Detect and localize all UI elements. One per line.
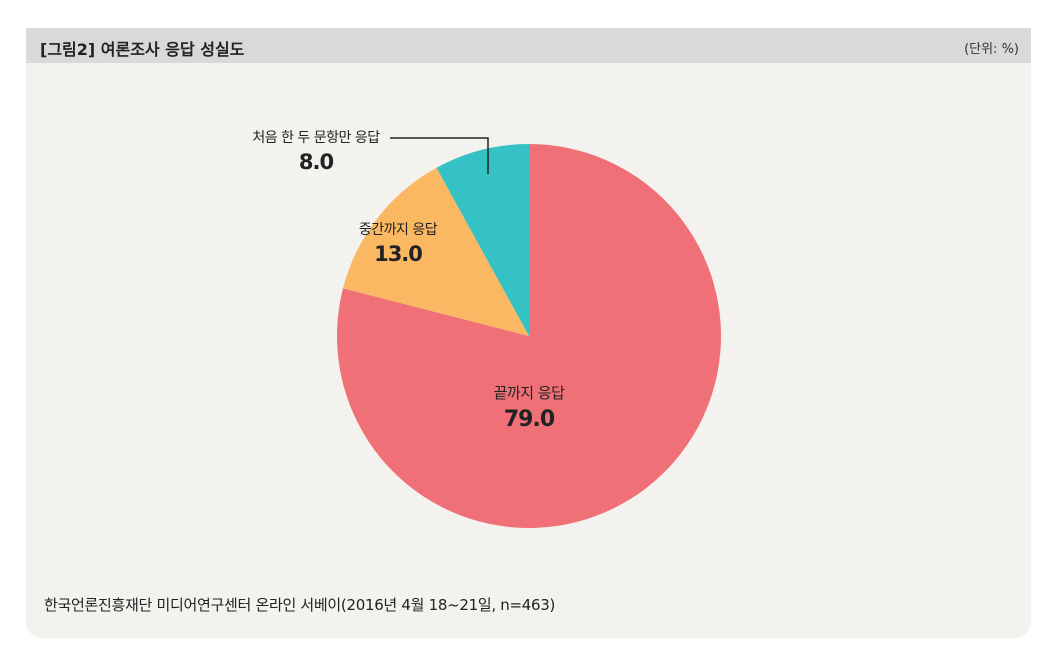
pie-slice-3 — [436, 144, 529, 336]
unit-label: (단위: %) — [964, 42, 1019, 57]
pie-chart: 끝까지 응답 79.0 중간까지 응답 13.0 처음 한 두 문항만 응답 8.0 — [252, 130, 721, 528]
pie-slice-1 — [336, 144, 721, 528]
slice-label-2: 중간까지 응답 — [359, 222, 438, 238]
slice-value-3: 8.0 — [299, 150, 334, 174]
leader-line-3 — [390, 137, 489, 174]
slice-label-1: 끝까지 응답 — [494, 384, 565, 402]
figure-header: [그림2] 여론조사 응답 성실도 (단위: %) — [26, 28, 1031, 63]
figure-title: [그림2] 여론조사 응답 성실도 — [40, 40, 245, 59]
pie-slices — [336, 144, 721, 528]
pie-slice-2 — [343, 167, 529, 336]
slice-value-1: 79.0 — [504, 407, 555, 432]
chart-panel: [그림2] 여론조사 응답 성실도 (단위: %) 끝까지 응답 79.0 중간까지… — [26, 28, 1031, 638]
slice-label-3: 처음 한 두 문항만 응답 — [252, 130, 380, 146]
pie-labels: 끝까지 응답 79.0 중간까지 응답 13.0 처음 한 두 문항만 응답 8.0 — [252, 130, 565, 432]
source-note: 한국언론진흥재단 미디어연구센터 온라인 서베이(2016년 4월 18~21일… — [44, 596, 556, 614]
slice-value-2: 13.0 — [374, 242, 422, 266]
